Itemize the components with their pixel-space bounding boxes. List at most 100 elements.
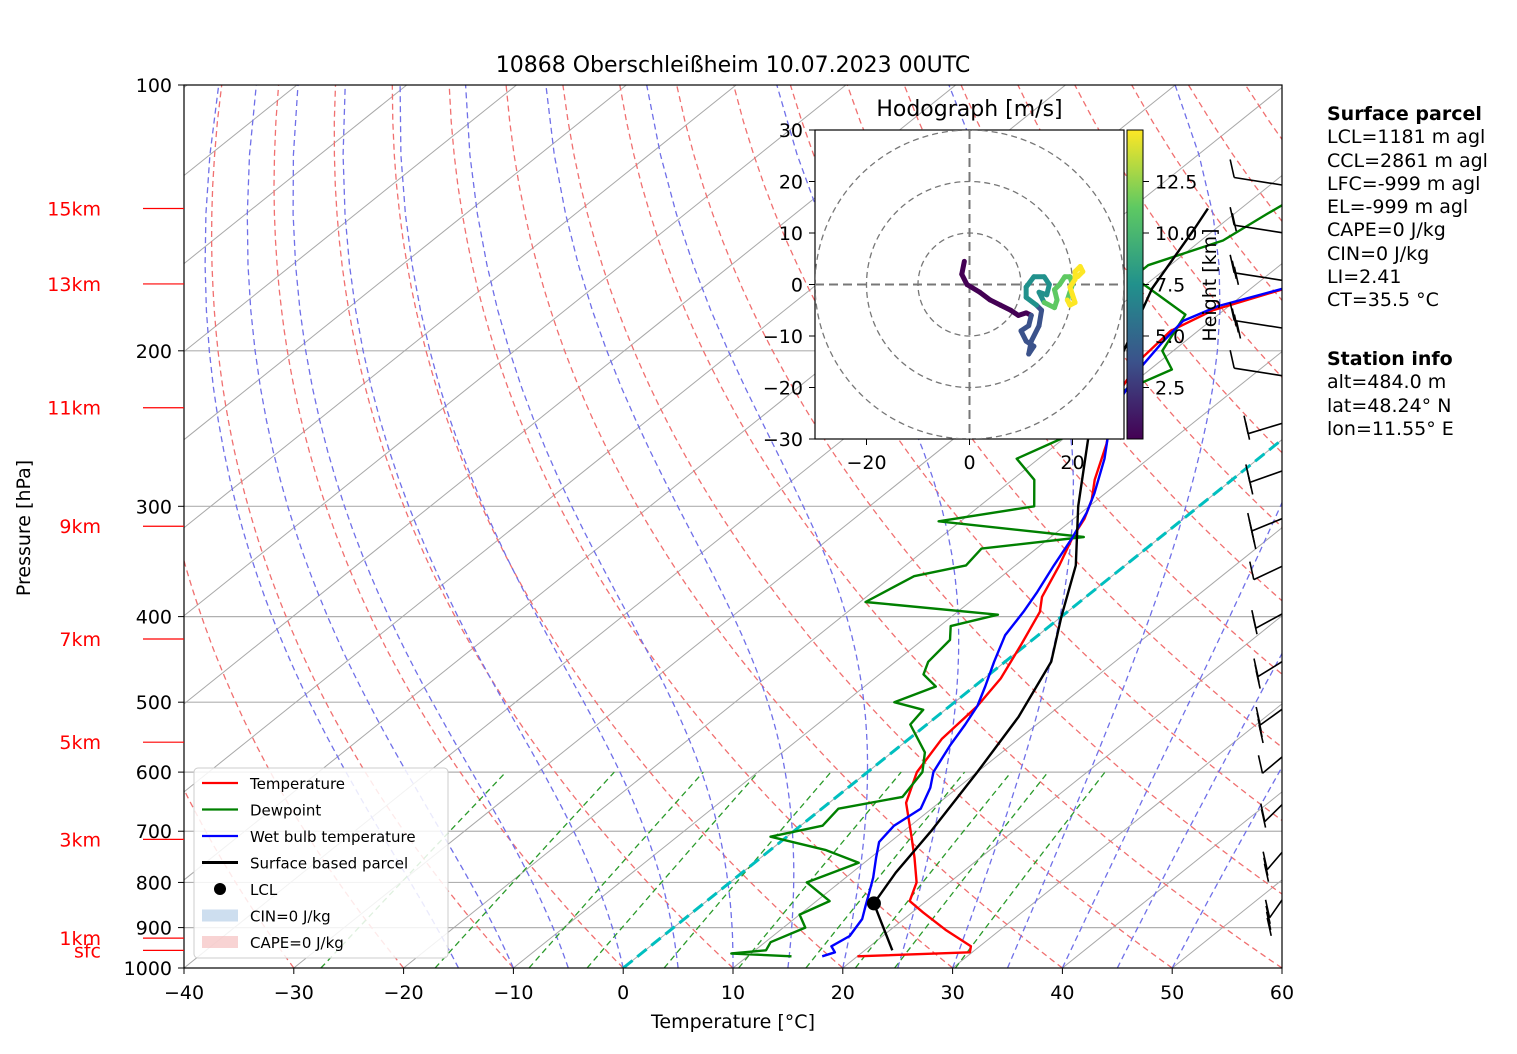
hodograph-y-tick-label: 0 <box>791 275 803 297</box>
colorbar-tick-label: 10.0 <box>1155 223 1197 245</box>
moist-adiabat-line <box>948 85 1075 968</box>
wind-barb-shaft <box>1257 660 1283 678</box>
zero-isotherm-line <box>622 437 1282 968</box>
hodograph-x-tick-label: 0 <box>963 452 975 474</box>
legend-label: Dewpoint <box>250 802 321 820</box>
series-line-temperature <box>857 288 1282 958</box>
wind-barbs <box>1229 159 1283 936</box>
wind-barb-shaft <box>1234 224 1283 234</box>
wind-barb-flag <box>1229 159 1235 178</box>
wind-barb-shaft <box>1264 804 1283 823</box>
x-tick-label: 40 <box>1050 982 1074 1004</box>
legend-label: CAPE=0 J/kg <box>250 934 344 952</box>
x-axis: −40 −30 −20 −10 0 10 20 30 40 50 60 <box>164 968 1294 1004</box>
wind-barb-shaft <box>1259 708 1283 726</box>
wind-barb-flag <box>1263 863 1270 882</box>
x-tick-label: 50 <box>1160 982 1184 1004</box>
legend-swatch <box>202 909 238 922</box>
wind-barb-shaft <box>1247 422 1283 435</box>
info-line: CT=35.5 °C <box>1327 289 1439 312</box>
wind-barb-flag <box>1235 320 1242 339</box>
legend-swatch <box>202 936 238 948</box>
wind-barb-flag <box>1252 615 1258 635</box>
wind-barb-flag <box>1231 213 1238 232</box>
mixing-ratio-line <box>954 771 1106 968</box>
x-tick-label: 20 <box>831 982 855 1004</box>
dry-adiabat-line <box>789 85 1282 749</box>
height-label: 15km <box>47 199 101 221</box>
hodograph-title: Hodograph [m/s] <box>876 97 1062 122</box>
isotherm-line <box>184 85 957 705</box>
wind-barb-shaft <box>1253 565 1283 581</box>
wind-barb-shaft <box>1251 517 1283 532</box>
wind-barb-flag <box>1258 724 1264 744</box>
x-tick-label: −20 <box>384 982 424 1004</box>
wind-barb-flag <box>1257 755 1264 774</box>
mixing-ratio-line <box>320 771 507 968</box>
isotherm-line <box>184 85 517 353</box>
wind-barb-flag <box>1244 421 1251 440</box>
mixing-ratio-line <box>894 771 1049 968</box>
x-tick-label: 0 <box>617 982 629 1004</box>
wind-barb-shaft <box>1268 899 1283 919</box>
wind-barb-shaft <box>1249 470 1283 484</box>
wind-barb-shaft <box>1234 272 1283 282</box>
x-tick-label: −40 <box>164 982 204 1004</box>
hodograph-segment <box>964 282 983 295</box>
moist-adiabat-line <box>545 85 795 968</box>
wind-barb-flag <box>1266 917 1272 936</box>
legend-label: Wet bulb temperature <box>250 828 416 846</box>
wind-barb-flag <box>1255 670 1261 689</box>
dry-adiabat-line <box>184 558 405 968</box>
info-line: alt=484.0 m <box>1327 371 1447 394</box>
x-tick-label: −10 <box>493 982 533 1004</box>
wind-barb-shaft <box>1234 367 1283 377</box>
wind-barb-shaft <box>1234 176 1283 186</box>
colorbar <box>1126 129 1144 440</box>
height-label: 7km <box>59 629 101 651</box>
x-tick-label: 60 <box>1270 982 1294 1004</box>
dry-adiabat-line <box>448 85 954 968</box>
x-tick-label: 30 <box>941 982 965 1004</box>
isotherm-line <box>403 262 1282 968</box>
series-line-dewpoint <box>730 203 1282 958</box>
height-label: 11km <box>47 398 101 420</box>
legend-label: Temperature <box>249 775 345 793</box>
surface-parcel-info: Surface parcel LCL=1181 m agl CCL=2861 m… <box>1327 103 1488 313</box>
dry-adiabat-line <box>333 85 734 968</box>
mixing-ratio-line <box>854 771 1012 968</box>
legend-label: CIN=0 J/kg <box>250 908 331 926</box>
isotherm-line <box>293 174 1282 968</box>
moist-adiabat-line <box>1061 501 1282 968</box>
isotherm-line <box>184 85 408 265</box>
x-tick-label: 10 <box>721 982 745 1004</box>
height-label: 1km <box>59 928 101 950</box>
wind-barb-flag <box>1247 476 1254 495</box>
dry-adiabat-line <box>273 85 624 968</box>
hodograph-y-tick-label: −30 <box>763 429 803 451</box>
moist-adiabat-line <box>342 85 624 968</box>
info-line: lat=48.24° N <box>1327 394 1452 417</box>
colorbar-label: Height [km] <box>1199 228 1221 341</box>
station-info-header: Station info <box>1327 348 1453 370</box>
colorbar-tick-label: 2.5 <box>1155 378 1185 400</box>
wind-barb-shaft <box>1255 613 1283 629</box>
dry-adiabat-line <box>210 85 514 968</box>
station-info: Station info alt=484.0 m lat=48.24° N lo… <box>1327 348 1454 441</box>
dry-adiabat-line <box>1017 85 1282 454</box>
y-tick-label: 300 <box>136 496 172 518</box>
wind-barb-flag <box>1260 809 1267 828</box>
wind-barb-shaft <box>1266 851 1283 871</box>
moist-adiabat-line <box>1171 765 1282 968</box>
hodograph-y-tick-label: −20 <box>763 378 803 400</box>
y-tick-label: 900 <box>136 918 172 940</box>
height-label: sfc <box>74 940 101 962</box>
chart-title: 10868 Oberschleißheim 10.07.2023 00UTC <box>496 53 971 78</box>
isotherm-line <box>184 85 737 529</box>
y-tick-label: 200 <box>136 341 172 363</box>
legend-label: Surface based parcel <box>250 855 408 873</box>
hodograph-segment <box>1075 269 1086 280</box>
mixing-ratio-line <box>434 771 615 968</box>
